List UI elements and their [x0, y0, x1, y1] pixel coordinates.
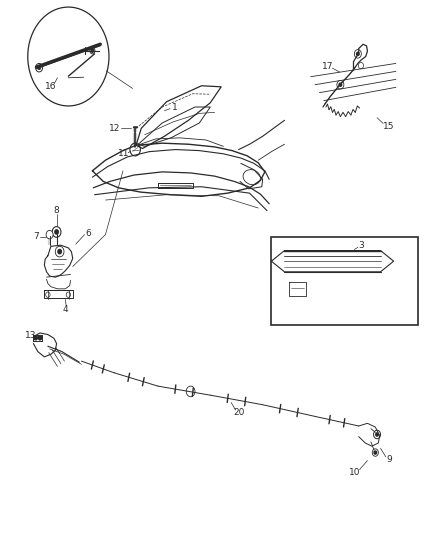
Text: 15: 15	[383, 122, 394, 131]
Circle shape	[46, 230, 53, 239]
Text: 4: 4	[63, 304, 68, 313]
Circle shape	[66, 292, 71, 297]
Text: 9: 9	[386, 455, 392, 464]
Text: 8: 8	[54, 206, 60, 215]
Circle shape	[38, 336, 42, 340]
Text: 11: 11	[118, 149, 130, 158]
Circle shape	[55, 246, 64, 257]
Circle shape	[374, 430, 381, 439]
Text: 10: 10	[349, 469, 360, 477]
Text: 6: 6	[85, 229, 91, 238]
Circle shape	[91, 49, 94, 52]
Text: 7: 7	[34, 232, 39, 241]
Text: 3: 3	[358, 241, 364, 250]
Circle shape	[358, 62, 364, 69]
Circle shape	[186, 386, 195, 397]
Text: 20: 20	[233, 408, 244, 417]
Circle shape	[357, 52, 359, 55]
Text: 12: 12	[110, 124, 121, 133]
Circle shape	[372, 449, 378, 456]
Circle shape	[337, 80, 344, 89]
Circle shape	[35, 63, 42, 72]
Circle shape	[339, 83, 342, 86]
Circle shape	[34, 336, 37, 340]
Circle shape	[374, 451, 377, 454]
Text: 16: 16	[45, 82, 57, 91]
Circle shape	[55, 230, 58, 234]
Text: 17: 17	[322, 62, 334, 71]
Text: 1: 1	[172, 102, 177, 111]
Circle shape	[52, 227, 61, 237]
Circle shape	[37, 66, 41, 70]
Circle shape	[354, 50, 361, 58]
Circle shape	[46, 292, 50, 297]
Circle shape	[376, 433, 378, 436]
Circle shape	[130, 143, 141, 156]
Circle shape	[58, 249, 61, 254]
Text: 13: 13	[25, 331, 36, 340]
Circle shape	[90, 47, 95, 54]
